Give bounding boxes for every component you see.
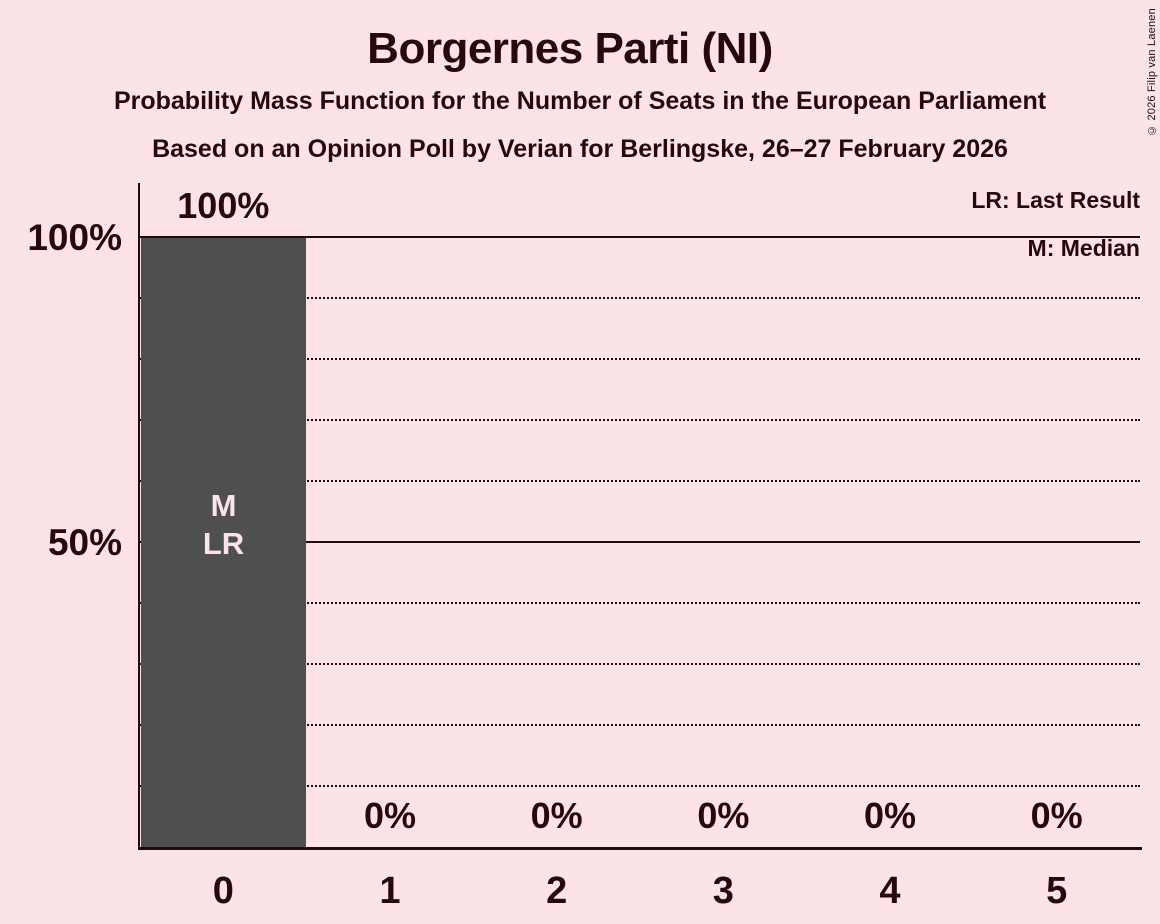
gridline-40pct (140, 602, 1140, 604)
gridline-30pct (140, 663, 1140, 665)
y-axis-label-100: 100% (27, 217, 122, 258)
chart-legend: LR: Last Result M: Median (971, 178, 1140, 270)
median-marker: M (210, 488, 237, 523)
gridline-50pct (140, 541, 1140, 543)
bar-value-label-4: 0% (863, 795, 916, 836)
chart-title: Borgernes Parti (NI) (367, 24, 773, 73)
chart-subtitle-line2: Based on an Opinion Poll by Verian for B… (152, 135, 1008, 163)
gridline-80pct (140, 358, 1140, 360)
x-axis-line (138, 847, 1142, 850)
x-tick-label-2: 2 (546, 870, 568, 912)
legend-last-result: LR: Last Result (971, 187, 1140, 213)
legend-median: M: Median (1027, 235, 1140, 261)
chart-subtitle-line1: Probability Mass Function for the Number… (113, 87, 1047, 115)
bar-annotation-median-lastresult: M LR (140, 487, 307, 563)
bar-value-label-0: 100% (177, 185, 270, 226)
last-result-marker: LR (202, 526, 245, 561)
x-tick-label-1: 1 (379, 870, 401, 912)
x-tick-label-4: 4 (879, 870, 901, 912)
bar-seats-0 (141, 238, 306, 848)
gridline-100pct (140, 236, 1140, 238)
x-tick-label-5: 5 (1046, 870, 1068, 912)
gridline-90pct (140, 297, 1140, 299)
x-tick-label-0: 0 (212, 870, 234, 912)
bar-value-label-1: 0% (363, 795, 416, 836)
gridline-10pct (140, 785, 1140, 787)
y-axis-line (138, 183, 140, 850)
y-axis-label-50: 50% (47, 522, 122, 563)
bar-value-label-2: 0% (530, 795, 583, 836)
bar-value-label-5: 0% (1030, 795, 1083, 836)
gridline-20pct (140, 724, 1140, 726)
gridline-70pct (140, 419, 1140, 421)
gridline-60pct (140, 480, 1140, 482)
x-tick-label-3: 3 (712, 870, 734, 912)
bar-value-label-3: 0% (697, 795, 750, 836)
